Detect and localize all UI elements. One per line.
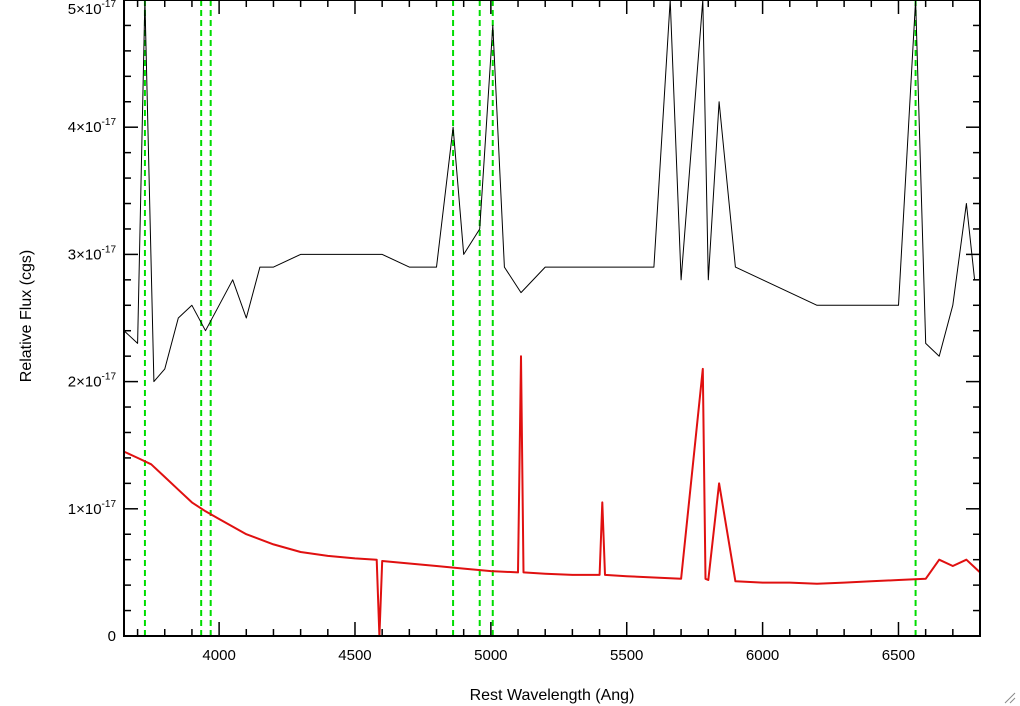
x-tick-labels: 4000 4500 5000 5500 6000 6500 — [202, 647, 915, 664]
emission-line-markers — [143, 0, 917, 636]
y-tick-label: 2×10-17 — [68, 372, 117, 391]
axis-ticks — [124, 0, 981, 637]
y-tick-label: 4×10-17 — [68, 117, 117, 136]
x-tick-label: 4500 — [338, 647, 371, 664]
x-tick-label: 6500 — [882, 647, 915, 664]
y-tick-label: 5×10-17 — [68, 0, 117, 18]
x-tick-label: 4000 — [202, 647, 235, 664]
x-tick-label: 5500 — [610, 647, 643, 664]
x-tick-label: 6000 — [746, 647, 779, 664]
resize-grip-icon[interactable] — [1004, 692, 1016, 704]
x-axis-label: Rest Wavelength (Ang) — [470, 687, 635, 704]
plot-frame — [123, 0, 981, 637]
y-tick-label: 3×10-17 — [68, 244, 117, 263]
series-line-0 — [123, 0, 976, 383]
y-tick-labels: 0 1×10-17 2×10-17 3×10-17 4×10-17 5×10-17 — [68, 0, 117, 645]
y-tick-label: 1×10-17 — [68, 499, 117, 518]
y-axis-label: Relative Flux (cgs) — [18, 250, 35, 382]
x-tick-label: 5000 — [474, 647, 507, 664]
y-tick-label: 0 — [108, 628, 116, 645]
spectrum-series — [123, 0, 981, 637]
series-line-1 — [123, 355, 981, 637]
